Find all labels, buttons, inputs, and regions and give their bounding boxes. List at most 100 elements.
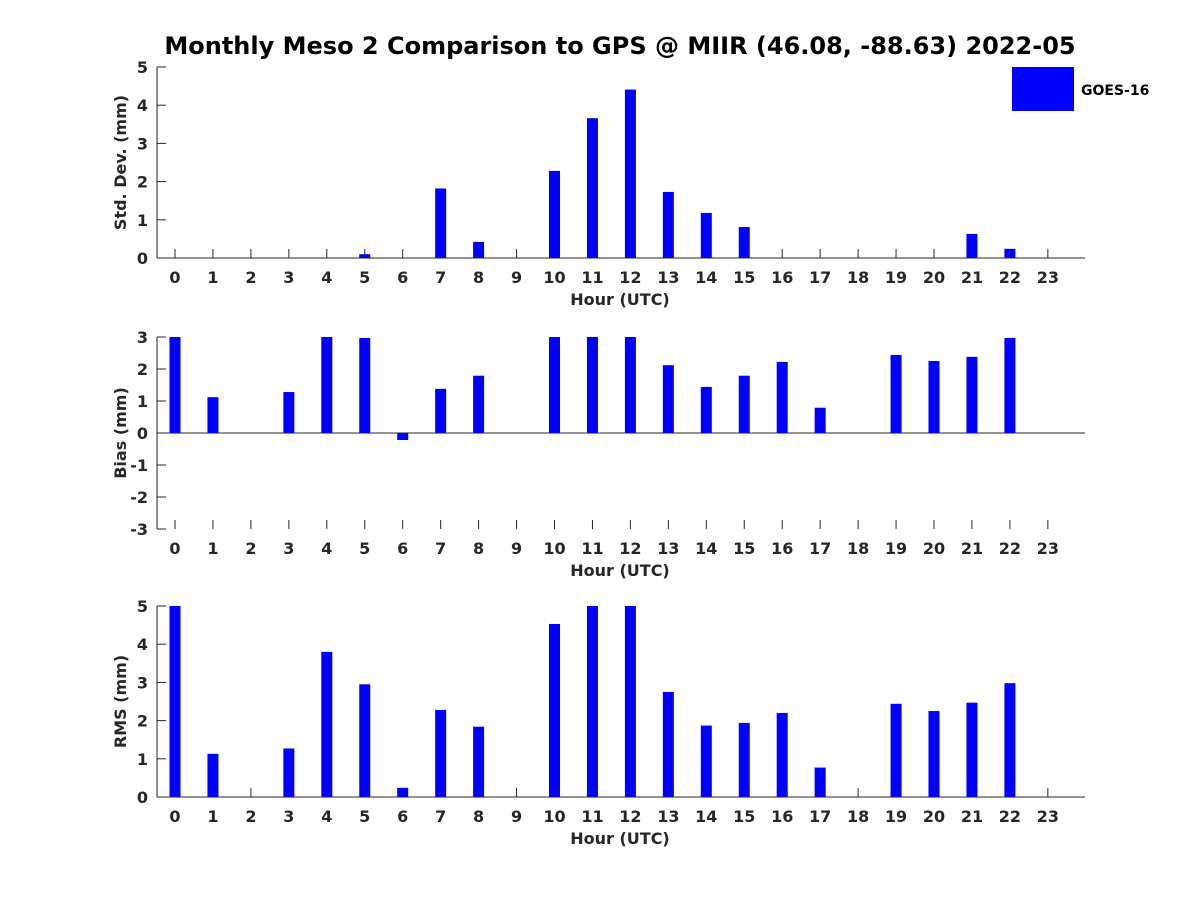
y-tick-label: 5 bbox=[137, 597, 148, 616]
y-tick-label: 3 bbox=[137, 328, 148, 347]
x-tick-label: 5 bbox=[359, 807, 370, 826]
bar-hour-4 bbox=[321, 651, 333, 797]
y-tick-label: 2 bbox=[137, 712, 148, 731]
x-tick-label: 1 bbox=[207, 807, 218, 826]
y-tick-label: 4 bbox=[137, 635, 148, 654]
bar-hour-0 bbox=[169, 606, 181, 797]
x-tick-label: 17 bbox=[809, 807, 831, 826]
x-tick-label: 16 bbox=[771, 807, 793, 826]
bar-hour-13 bbox=[662, 691, 674, 797]
bar-hour-5 bbox=[359, 684, 371, 797]
x-tick-label: 13 bbox=[657, 539, 679, 558]
x-tick-label: 6 bbox=[397, 807, 408, 826]
x-tick-label: 4 bbox=[321, 268, 332, 287]
x-tick-label: 18 bbox=[847, 539, 869, 558]
bar-hour-12 bbox=[624, 89, 636, 259]
x-axis-label: Hour (UTC) bbox=[570, 829, 670, 848]
y-tick-label: 0 bbox=[137, 249, 148, 268]
x-tick-label: 4 bbox=[321, 539, 332, 558]
x-tick-label: 9 bbox=[511, 807, 522, 826]
bar-hour-10 bbox=[549, 170, 560, 258]
bar-hour-14 bbox=[700, 212, 712, 258]
x-tick-label: 11 bbox=[581, 268, 603, 287]
x-tick-label: 23 bbox=[1037, 539, 1059, 558]
bar-hour-17 bbox=[814, 407, 826, 433]
bar-hour-0 bbox=[169, 337, 181, 433]
y-tick-label: -3 bbox=[130, 520, 148, 539]
x-tick-label: 18 bbox=[847, 268, 869, 287]
x-tick-label: 7 bbox=[435, 539, 446, 558]
bar-hour-19 bbox=[890, 703, 902, 797]
bar-hour-8 bbox=[473, 375, 485, 433]
y-tick-label: 2 bbox=[137, 173, 148, 192]
x-tick-label: 20 bbox=[923, 268, 945, 287]
bar-hour-15 bbox=[738, 227, 750, 258]
bar-hour-14 bbox=[700, 725, 712, 797]
bar-hour-13 bbox=[662, 191, 674, 258]
x-tick-label: 6 bbox=[397, 539, 408, 558]
x-tick-label: 3 bbox=[283, 539, 294, 558]
legend: GOES-16 bbox=[1012, 67, 1149, 111]
x-tick-label: 20 bbox=[923, 539, 945, 558]
x-tick-label: 8 bbox=[473, 268, 484, 287]
y-tick-label: 0 bbox=[137, 424, 148, 443]
bar-hour-19 bbox=[890, 354, 902, 433]
x-tick-label: 23 bbox=[1037, 807, 1059, 826]
x-tick-label: 10 bbox=[543, 807, 565, 826]
y-tick-label: -2 bbox=[130, 488, 148, 507]
bar-hour-6 bbox=[397, 787, 409, 797]
x-tick-label: 22 bbox=[999, 268, 1021, 287]
x-tick-label: 19 bbox=[885, 807, 907, 826]
bar-hour-5 bbox=[359, 254, 371, 258]
x-tick-label: 22 bbox=[999, 807, 1021, 826]
bar-hour-21 bbox=[966, 356, 978, 433]
x-tick-label: 8 bbox=[473, 807, 484, 826]
x-tick-label: 0 bbox=[169, 268, 180, 287]
legend-swatch bbox=[1012, 67, 1074, 111]
bar-hour-21 bbox=[966, 702, 978, 797]
y-tick-label: 1 bbox=[137, 392, 148, 411]
y-tick-label: 3 bbox=[137, 673, 148, 692]
x-tick-label: 11 bbox=[581, 807, 603, 826]
bar-hour-22 bbox=[1004, 337, 1016, 433]
bar-hour-8 bbox=[473, 241, 485, 258]
x-tick-label: 16 bbox=[771, 539, 793, 558]
x-tick-label: 8 bbox=[473, 539, 484, 558]
x-tick-label: 13 bbox=[657, 807, 679, 826]
x-tick-label: 15 bbox=[733, 807, 755, 826]
x-tick-label: 7 bbox=[435, 807, 446, 826]
x-tick-label: 14 bbox=[695, 807, 717, 826]
y-tick-label: 1 bbox=[137, 211, 148, 230]
x-tick-label: 9 bbox=[511, 539, 522, 558]
bar-hour-12 bbox=[624, 337, 636, 433]
bar-hour-14 bbox=[700, 386, 712, 433]
x-tick-label: 21 bbox=[961, 268, 983, 287]
bar-hour-22 bbox=[1004, 248, 1016, 258]
bar-hour-20 bbox=[928, 711, 940, 797]
x-tick-label: 0 bbox=[169, 539, 180, 558]
x-tick-label: 1 bbox=[207, 539, 218, 558]
bar-hour-15 bbox=[738, 375, 750, 433]
x-tick-label: 0 bbox=[169, 807, 180, 826]
bar-hour-17 bbox=[814, 767, 826, 797]
x-tick-label: 2 bbox=[245, 539, 256, 558]
bar-hour-11 bbox=[586, 118, 598, 258]
y-tick-label: 5 bbox=[137, 58, 148, 77]
x-tick-label: 12 bbox=[619, 268, 641, 287]
bar-hour-5 bbox=[359, 337, 371, 433]
x-tick-label: 19 bbox=[885, 268, 907, 287]
bar-hour-1 bbox=[207, 397, 219, 433]
x-tick-label: 10 bbox=[543, 539, 565, 558]
x-tick-label: 12 bbox=[619, 539, 641, 558]
x-tick-label: 2 bbox=[245, 268, 256, 287]
x-tick-label: 17 bbox=[809, 539, 831, 558]
bar-hour-12 bbox=[624, 606, 636, 797]
y-axis-label: Std. Dev. (mm) bbox=[111, 95, 130, 230]
y-tick-label: 0 bbox=[137, 788, 148, 807]
x-tick-label: 6 bbox=[397, 268, 408, 287]
